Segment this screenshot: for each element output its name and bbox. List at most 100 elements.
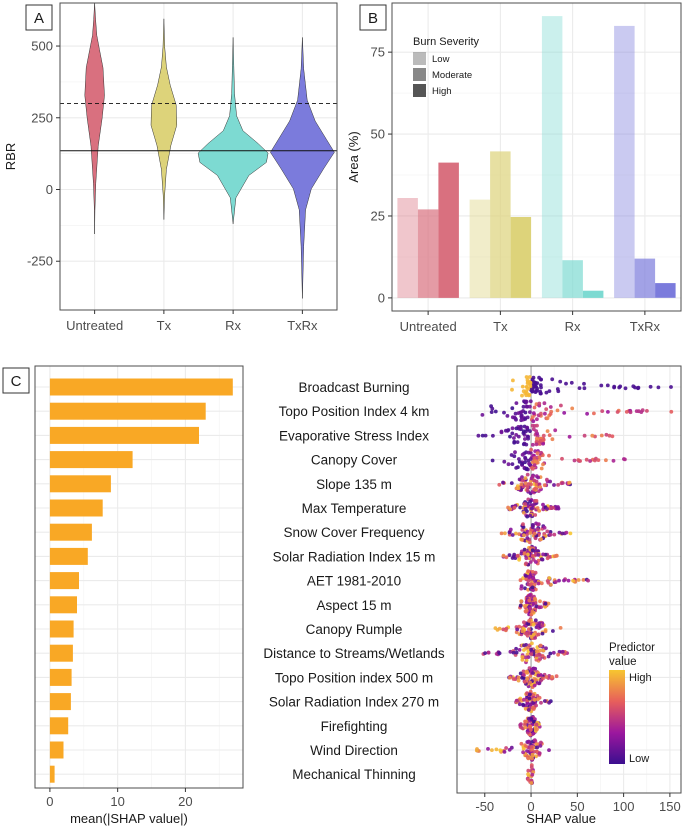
swarm-point — [525, 676, 530, 681]
swarm-point — [532, 405, 537, 410]
swarm-point — [523, 574, 528, 578]
swarm-point — [493, 409, 498, 414]
panel-c-swarm-row-slope-135-m — [497, 472, 572, 496]
swarm-point — [533, 549, 538, 553]
swarm-point — [532, 385, 537, 389]
swarm-point — [523, 481, 528, 486]
swarm-point — [537, 455, 542, 459]
swarm-point — [526, 622, 531, 626]
swarm-point — [497, 651, 502, 656]
swarm-point — [526, 756, 531, 761]
swarm-point — [628, 410, 633, 415]
feature-label-max-temperature: Max Temperature — [302, 501, 407, 516]
swarm-point — [533, 618, 538, 623]
swarm-point — [523, 437, 527, 441]
swarm-point — [548, 530, 553, 534]
swarm-point — [567, 480, 572, 485]
swarm-point — [514, 646, 518, 651]
swarm-point — [526, 579, 531, 583]
swarm-point — [522, 510, 526, 515]
swarm-point — [526, 482, 531, 486]
swarm-point — [535, 423, 539, 428]
swarm-point — [541, 552, 545, 557]
panel-b-bar-rx-moderate — [562, 260, 583, 298]
panel-c-swarm-legend-low: Low — [629, 753, 649, 765]
swarm-point — [542, 483, 547, 488]
swarm-point — [517, 624, 522, 629]
swarm-point — [631, 384, 636, 389]
panel-b-bar-txrx-moderate — [634, 258, 656, 298]
swarm-point — [571, 578, 575, 583]
swarm-point — [544, 675, 549, 679]
swarm-point — [543, 411, 547, 416]
swarm-point — [507, 675, 512, 680]
swarm-point — [518, 426, 523, 430]
swarm-point — [504, 428, 508, 433]
swarm-point — [530, 641, 534, 646]
swarm-point — [612, 385, 616, 390]
swarm-point — [542, 525, 547, 530]
panel-c-bar-topo-position-index-500-m — [49, 668, 72, 686]
swarm-point — [562, 578, 566, 583]
swarm-point — [585, 411, 589, 416]
panel-c-swarm-x-axis-title: SHAP value — [526, 811, 596, 826]
swarm-point — [572, 458, 577, 463]
swarm-point — [520, 452, 525, 457]
swarm-point — [540, 631, 545, 636]
swarm-point — [523, 399, 528, 404]
swarm-point — [514, 426, 519, 431]
swarm-point — [524, 404, 529, 409]
panel-b-legend-title: Burn Severity — [413, 36, 480, 48]
feature-label-topo-position-index-4-km: Topo Position Index 4 km — [279, 404, 430, 419]
swarm-point — [590, 433, 595, 438]
feature-label-wind-direction: Wind Direction — [310, 743, 398, 758]
swarm-point — [533, 486, 538, 491]
swarm-point — [525, 391, 529, 396]
panel-c-bar-max-temperature — [49, 499, 103, 517]
swarm-point — [508, 434, 512, 439]
swarm-point — [599, 433, 604, 438]
panel-c-swarm-row-max-temperature — [506, 497, 561, 519]
panel-a-tag-box — [25, 4, 53, 31]
swarm-point — [525, 701, 530, 706]
swarm-point — [556, 652, 560, 657]
swarm-point — [530, 609, 535, 614]
swarm-point — [504, 555, 509, 560]
swarm-point — [539, 385, 543, 390]
swarm-point — [555, 408, 560, 413]
swarm-point — [596, 458, 601, 462]
swarm-point — [525, 536, 530, 540]
swarm-point — [528, 410, 532, 414]
swarm-point — [538, 485, 543, 489]
swarm-point — [534, 703, 538, 708]
swarm-point — [656, 385, 661, 390]
swarm-point — [534, 436, 539, 441]
swarm-point — [501, 553, 506, 558]
swarm-point — [639, 410, 644, 414]
swarm-point — [526, 768, 531, 773]
swarm-point — [547, 453, 551, 458]
swarm-point — [521, 576, 525, 581]
swarm-point — [510, 556, 515, 560]
swarm-point — [520, 461, 525, 466]
swarm-point — [510, 462, 515, 466]
panel-b-legend-key-high — [413, 84, 426, 97]
panel-c-swarm-row-broadcast-burning — [510, 375, 673, 398]
swarm-point — [582, 433, 587, 438]
swarm-point — [515, 627, 520, 632]
swarm-point — [541, 462, 545, 467]
swarm-point — [539, 740, 543, 745]
swarm-point — [533, 380, 538, 385]
swarm-point — [525, 488, 530, 492]
feature-label-snow-cover-frequency: Snow Cover Frequency — [283, 525, 424, 540]
swarm-point — [517, 457, 521, 461]
panel-c-swarm-row-solar-radiation-index-15-m — [501, 544, 559, 567]
swarm-point — [531, 419, 536, 424]
panel-a-x-tick-label: Rx — [225, 318, 241, 333]
swarm-point — [528, 674, 533, 678]
panel-c-swarm-legend-title-line2: value — [609, 656, 637, 668]
swarm-point — [520, 393, 524, 398]
swarm-point — [530, 585, 535, 590]
swarm-point — [567, 434, 572, 439]
